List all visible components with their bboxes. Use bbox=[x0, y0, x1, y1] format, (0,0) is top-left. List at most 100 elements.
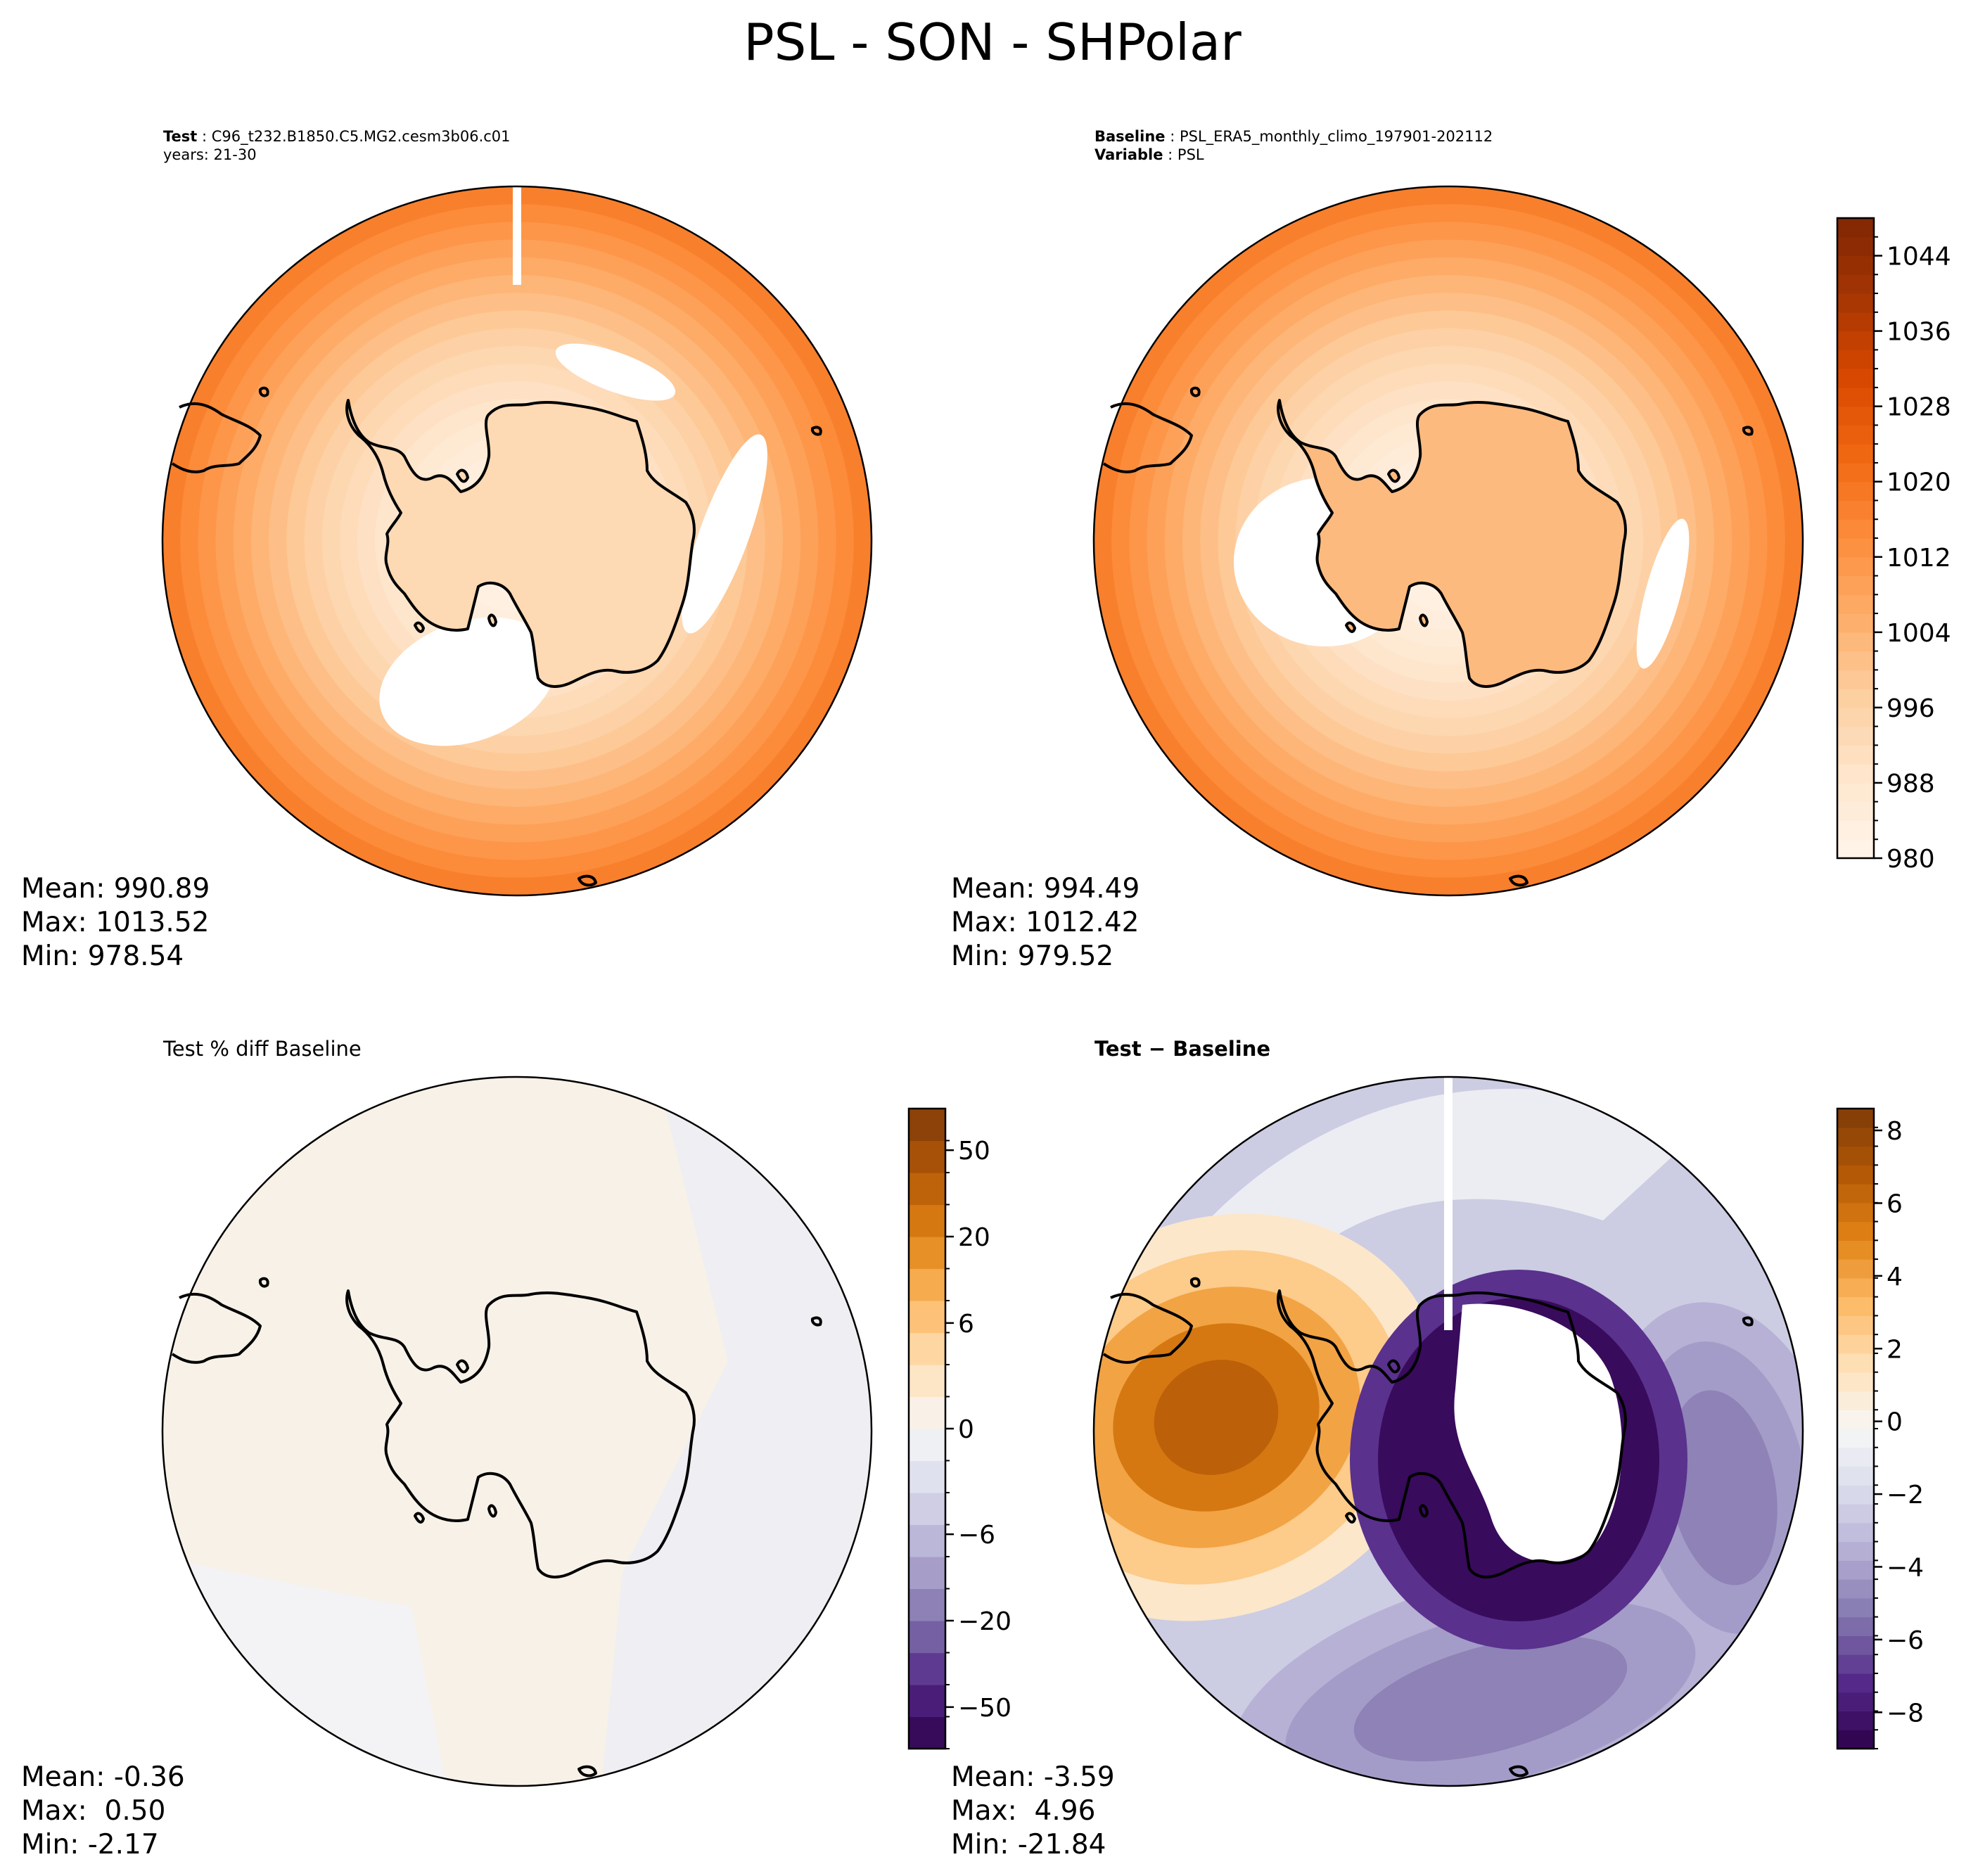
colorbar-level bbox=[909, 1332, 945, 1365]
low-pressure-region bbox=[682, 434, 767, 634]
colorbar-level bbox=[1837, 1277, 1874, 1298]
diff-stats: Mean: -3.59 Max: 4.96 Min: -21.84 bbox=[951, 1761, 1115, 1862]
pct-diff-stats: Mean: -0.36 Max: 0.50 Min: -2.17 bbox=[21, 1761, 185, 1862]
colorbar-level bbox=[1837, 1485, 1874, 1505]
colorbar-level bbox=[909, 1268, 945, 1301]
colorbar-level bbox=[909, 1301, 945, 1334]
colorbar-level bbox=[1837, 726, 1874, 746]
colorbar-level bbox=[1837, 1240, 1874, 1260]
colorbar-frame bbox=[1836, 217, 1875, 860]
colorbar-level bbox=[1837, 707, 1874, 727]
colorbar-level bbox=[909, 1237, 945, 1270]
colorbar-tick-label: 1012 bbox=[1887, 544, 1951, 573]
colorbar-tick-label: 4 bbox=[1887, 1263, 1903, 1291]
colorbar-tick-label: 20 bbox=[958, 1223, 990, 1252]
masked-interior bbox=[1454, 1303, 1622, 1562]
test-stat-mean: Mean: 990.89 bbox=[21, 873, 210, 905]
colorbar-level bbox=[909, 1685, 945, 1718]
colorbar-level bbox=[909, 1524, 945, 1557]
colorbar-level bbox=[909, 1716, 945, 1749]
colorbar-level bbox=[1837, 839, 1874, 859]
pct-diff-stat-max: Max: 0.50 bbox=[21, 1795, 166, 1827]
missing-data-seam bbox=[1444, 1077, 1453, 1330]
colorbar-tick-label: 1004 bbox=[1887, 619, 1951, 648]
colorbar-level bbox=[909, 1204, 945, 1237]
colorbar-level bbox=[1837, 1447, 1874, 1467]
map-boundary bbox=[161, 185, 873, 897]
colorbar-level bbox=[909, 1429, 945, 1462]
diff-colorbar: −8 −6 −4 −2 0 2 4 6 8 bbox=[1836, 1107, 1924, 1750]
colorbar-level bbox=[1837, 1127, 1874, 1147]
colorbar-level bbox=[1837, 745, 1874, 765]
colorbar-level bbox=[1837, 218, 1874, 238]
baseline-stat-max: Max: 1012.42 bbox=[951, 907, 1140, 938]
colorbar-level bbox=[1837, 519, 1874, 539]
colorbar-level bbox=[909, 1140, 945, 1173]
colorbar-level bbox=[1837, 236, 1874, 257]
negative-anomaly bbox=[1668, 1390, 1777, 1585]
map-boundary bbox=[1092, 1076, 1804, 1787]
low-pressure-region bbox=[1636, 518, 1690, 669]
colorbar-level bbox=[1837, 782, 1874, 803]
colorbar-level bbox=[1837, 1259, 1874, 1279]
colorbar-level bbox=[1837, 1296, 1874, 1317]
test-map bbox=[161, 185, 873, 897]
colorbar-frame bbox=[1836, 1107, 1875, 1750]
colorbar-level bbox=[1837, 369, 1874, 388]
baseline-colorbar: 980 988 996 1004 1012 1020 1028 1036 1044 bbox=[1836, 217, 1951, 874]
test-header: Test : C96_t232.B1850.C5.MG2.cesm3b06.c0… bbox=[163, 127, 511, 164]
baseline-var-sep: : bbox=[1163, 146, 1177, 163]
colorbar-level bbox=[1837, 1466, 1874, 1486]
baseline-stat-mean: Mean: 994.49 bbox=[951, 873, 1140, 905]
colorbar-level bbox=[1837, 1372, 1874, 1392]
colorbar-level bbox=[1837, 594, 1874, 614]
colorbar-level bbox=[1837, 350, 1874, 369]
colorbar-level bbox=[1837, 689, 1874, 708]
colorbar-level bbox=[1837, 1315, 1874, 1335]
colorbar-level bbox=[1837, 1654, 1874, 1674]
diff-title-baseline: Baseline bbox=[1173, 1037, 1271, 1061]
colorbar-level bbox=[909, 1109, 945, 1142]
colorbar-level bbox=[909, 1173, 945, 1206]
colorbar-tick-label: 1044 bbox=[1887, 243, 1951, 272]
colorbar-level bbox=[1837, 1221, 1874, 1241]
test-stats: Mean: 990.89 Max: 1013.52 Min: 978.54 bbox=[21, 872, 210, 974]
colorbar-level bbox=[1837, 1504, 1874, 1524]
colorbar-tick-label: 0 bbox=[1887, 1408, 1903, 1437]
diff-stat-min: Min: -21.84 bbox=[951, 1829, 1106, 1861]
field-fill bbox=[1094, 186, 1803, 895]
baseline-map bbox=[1092, 185, 1804, 897]
colorbar-level bbox=[1837, 538, 1874, 558]
colorbar-tick-label: −6 bbox=[958, 1521, 995, 1550]
colorbar-level bbox=[1837, 1410, 1874, 1429]
test-stat-min: Min: 978.54 bbox=[21, 940, 184, 972]
colorbar-tick-label: −50 bbox=[958, 1694, 1011, 1723]
baseline-var-value: PSL bbox=[1177, 146, 1204, 163]
diff-stat-mean: Mean: -3.59 bbox=[951, 1761, 1115, 1793]
missing-data-seam bbox=[513, 186, 521, 285]
colorbar-level bbox=[1837, 1429, 1874, 1448]
colorbar-tick-label: 6 bbox=[958, 1310, 974, 1339]
colorbar-tick-label: 988 bbox=[1887, 770, 1935, 798]
field-fill bbox=[162, 1077, 872, 1786]
colorbar-level bbox=[909, 1557, 945, 1590]
map-boundary bbox=[1092, 185, 1804, 897]
colorbar-level bbox=[1837, 1146, 1874, 1166]
colorbar-level bbox=[1837, 481, 1874, 502]
baseline-case-sep: : bbox=[1165, 128, 1180, 145]
colorbar-level bbox=[1837, 820, 1874, 840]
figure-title: PSL - SON - SHPolar bbox=[743, 13, 1242, 72]
colorbar-tick-label: 2 bbox=[1887, 1335, 1903, 1364]
negative-anomaly bbox=[1353, 1635, 1628, 1762]
colorbar-level bbox=[1837, 1560, 1874, 1580]
field-fill bbox=[1094, 1077, 1803, 1786]
colorbar-level bbox=[1837, 406, 1874, 426]
baseline-var-label: Variable bbox=[1094, 146, 1163, 163]
colorbar-level bbox=[1837, 575, 1874, 595]
low-pressure-region bbox=[379, 617, 556, 746]
colorbar-level bbox=[909, 1365, 945, 1398]
colorbar-level bbox=[909, 1396, 945, 1429]
colorbar-level bbox=[909, 1588, 945, 1621]
colorbar-tick-label: 1028 bbox=[1887, 393, 1951, 422]
